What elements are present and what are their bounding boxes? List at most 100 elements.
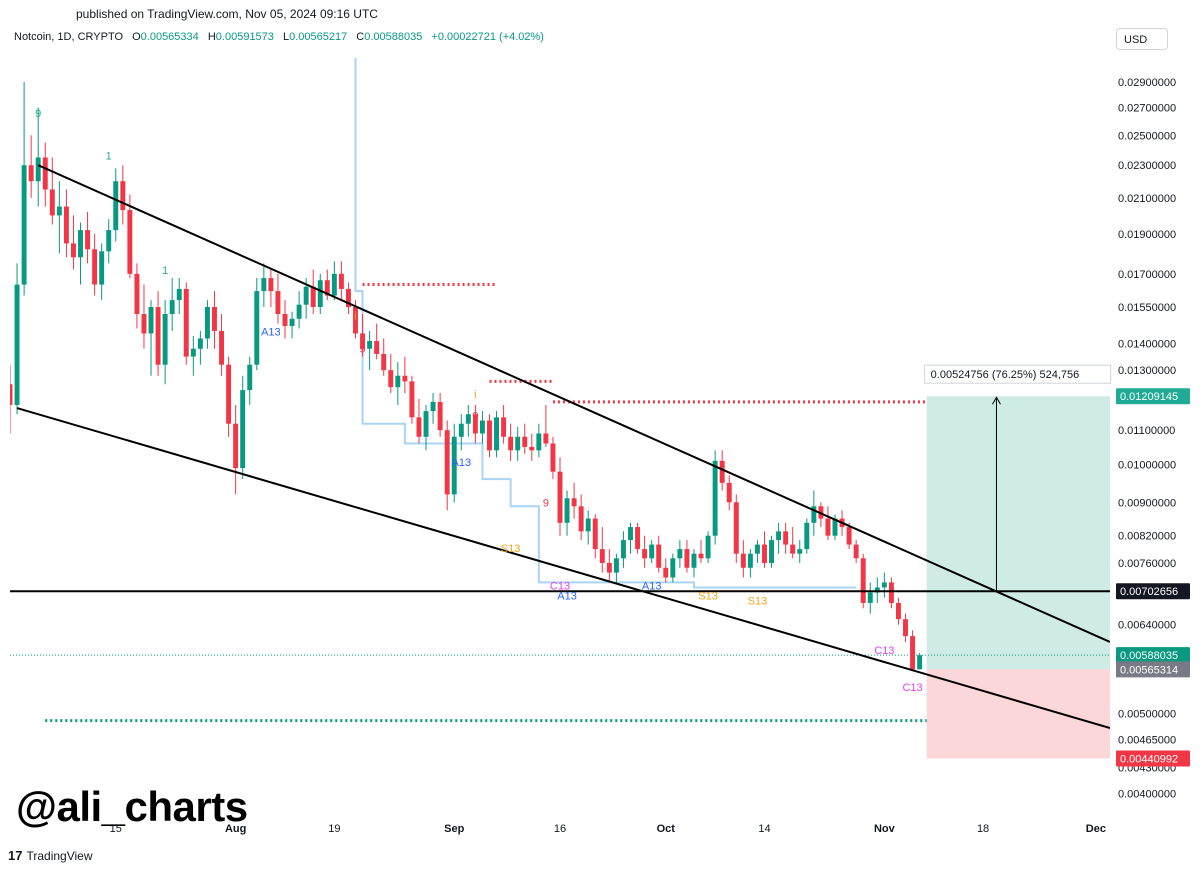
candle-body (155, 306, 161, 365)
y-tick-label: 0.00760000 (1118, 558, 1176, 570)
indicator-label: 9 (543, 497, 549, 509)
indicator-label: A13 (557, 590, 577, 602)
tradingview-brand[interactable]: 17 TradingView (8, 848, 93, 863)
change-value: +0.00022721 (+4.02%) (431, 31, 544, 43)
candle-body (289, 318, 295, 327)
candle-body (247, 364, 253, 391)
candle-body (423, 411, 429, 437)
indicator-label: 1 (106, 151, 112, 163)
candle-body (141, 314, 147, 334)
candle-body (416, 417, 422, 437)
candle-body (776, 531, 782, 541)
x-tick-label: 18 (977, 823, 989, 835)
candle-body (515, 436, 521, 451)
candle-body (649, 544, 655, 559)
candle-body (28, 165, 34, 182)
candle-body (92, 249, 98, 285)
measure-arrow-head (992, 396, 1001, 405)
candle-body (430, 401, 436, 412)
candle-body (881, 582, 887, 588)
candle-body (465, 414, 471, 424)
trendline-lower (16, 407, 1110, 730)
candle-body (261, 278, 267, 292)
candle-body (479, 420, 485, 434)
low-label: L (282, 31, 290, 43)
candle-body (585, 518, 591, 532)
candle-body (762, 544, 767, 564)
candle-body (162, 314, 168, 365)
candle-body (557, 471, 563, 523)
candle-body (895, 602, 901, 620)
candle-body (592, 518, 598, 550)
high-label: H (207, 31, 216, 43)
open-label: O (132, 31, 141, 43)
candle-body (628, 527, 633, 541)
y-tick-label: 0.01700000 (1118, 269, 1176, 281)
watermark: @ali_charts (16, 783, 248, 830)
candle-body (240, 390, 246, 469)
candle-body (402, 375, 408, 382)
indicator-label: S13 (748, 596, 768, 608)
candle-body (35, 157, 41, 182)
candle-body (296, 304, 302, 319)
candle-body (677, 549, 683, 559)
x-tick-label: Oct (657, 823, 676, 835)
y-tick-label: 0.01900000 (1118, 229, 1176, 241)
candle-body (113, 181, 119, 231)
indicator-label: i (474, 389, 476, 401)
candle-body (501, 417, 507, 437)
symbol-title[interactable]: Notcoin, 1D, CRYPTO (14, 31, 124, 43)
candle-body (578, 506, 584, 532)
candle-body (705, 535, 711, 559)
candle-body (226, 364, 232, 424)
candle-body (219, 330, 225, 365)
x-tick-label: 16 (554, 823, 566, 835)
price-label: 0.00565314 (1120, 664, 1178, 676)
candle-body (613, 558, 619, 573)
candle-body (409, 381, 415, 418)
candle-body (733, 502, 739, 554)
candle-body (867, 592, 873, 603)
candle-body (620, 540, 626, 559)
candle-body (599, 549, 605, 564)
candle-body (642, 549, 648, 559)
price-label-bg (1116, 388, 1190, 405)
y-tick-label: 0.00900000 (1118, 497, 1176, 509)
currency-button[interactable]: USD (1116, 28, 1168, 50)
candle-body (367, 340, 373, 349)
candle-body (120, 181, 126, 211)
indicator-label: A13 (261, 327, 281, 339)
indicator-label: S13 (698, 590, 718, 602)
candle-body (451, 436, 457, 495)
indicator-label: 9 (35, 108, 41, 120)
candle-body (536, 433, 542, 451)
candle-body (78, 230, 83, 258)
low-value: 0.00565217 (289, 31, 348, 43)
candle-body (63, 206, 69, 244)
trendline-upper (37, 164, 1110, 643)
x-tick-label: 15 (110, 823, 122, 835)
measure-label: 0.00524756 (76.25%) 524,756 (931, 369, 1080, 381)
price-label: 0.00440992 (1120, 754, 1178, 766)
indicator-label: S13 (501, 543, 521, 555)
candle-body (444, 430, 450, 495)
candle-body (635, 527, 641, 550)
candle-body (324, 280, 330, 296)
candle-body (740, 553, 746, 568)
y-tick-label: 0.00400000 (1118, 789, 1176, 801)
close-label: C (356, 31, 365, 43)
candle-body (846, 527, 852, 545)
candle-body (360, 333, 366, 349)
brand-label: TradingView (26, 848, 93, 863)
candle-body (754, 544, 760, 554)
candle-body (571, 498, 577, 507)
price-label: 0.00702656 (1120, 586, 1178, 598)
candle-body (317, 280, 323, 307)
candle-body (49, 189, 55, 216)
y-tick-label: 0.01100000 (1118, 425, 1175, 437)
candle-body (698, 553, 704, 559)
candle-body (127, 210, 133, 274)
candle-body (70, 243, 76, 258)
